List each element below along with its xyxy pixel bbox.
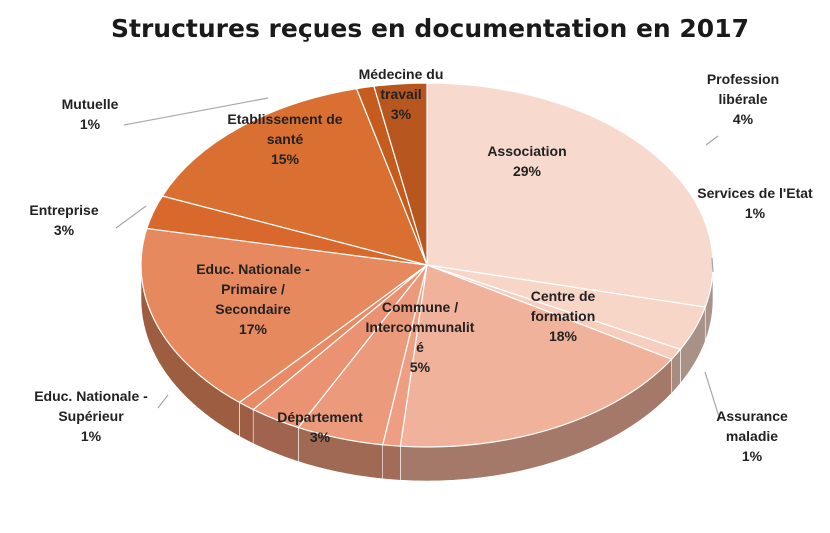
pie-top-group [140, 82, 714, 448]
slice-label-line: Association [487, 143, 566, 159]
slice-label-line: Educ. Nationale - [34, 388, 148, 404]
slice-percent: 3% [310, 429, 331, 445]
slice-label-line: Assurance [716, 408, 788, 424]
slice-percent: 1% [742, 448, 763, 464]
slice-label-0: Association 29% [487, 143, 566, 179]
slice-label-line: maladie [726, 428, 778, 444]
leader-line-4 [704, 371, 721, 421]
slice-label-1: Profession libérale 4% [707, 71, 779, 127]
slice-percent: 3% [391, 106, 412, 122]
slice-percent: 1% [80, 116, 101, 132]
chart-title: Structures reçues en documentation en 20… [111, 14, 749, 43]
slice-label-line: libérale [718, 91, 767, 107]
slice-label-line: Médecine du [359, 66, 444, 82]
slice-label-8: Educ. Nationale - Primaire / Secondaire 17% [196, 261, 310, 337]
slice-label-line: travail [380, 86, 421, 102]
pie-labels: Association 29% Profession libérale 4% Servic… [29, 66, 813, 464]
slice-label-line: Mutuelle [62, 96, 119, 112]
slice-label-7: Educ. Nationale - Supérieur 1% [34, 388, 148, 444]
pie-slice-m-decine-du-travail [373, 82, 428, 266]
slice-percent: 4% [733, 111, 754, 127]
leader-line-2 [711, 257, 714, 273]
slice-label-line: Profession [707, 71, 779, 87]
slice-label-line: Commune / [382, 299, 458, 315]
slice-percent: 5% [410, 359, 431, 375]
pie-slice-centre-de-formation [399, 264, 673, 448]
slice-label-line: Secondaire [215, 301, 291, 317]
slice-label-2: Services de l'Etat 1% [697, 185, 813, 221]
slice-percent: 1% [745, 205, 766, 221]
slice-label-line: Centre de [531, 288, 596, 304]
slice-label-6: Département 3% [277, 409, 363, 445]
leader-line-1 [705, 135, 719, 146]
pie-slice-educ-nationale-primaire-secondaire [140, 227, 429, 404]
slice-label-line: Supérieur [58, 408, 124, 424]
slice-percent: 29% [513, 163, 542, 179]
leader-line-11 [123, 97, 269, 126]
slice-percent: 17% [239, 321, 268, 337]
pie-slice-etablissement-de-sant- [161, 87, 428, 266]
slice-label-line: Educ. Nationale - [196, 261, 310, 277]
slice-label-10: Etablissement de santé 15% [227, 111, 342, 167]
pie-side-4 [382, 444, 401, 481]
slice-label-4: Assurance maladie 1% [716, 408, 788, 464]
slice-label-5: Commune / Intercommunalit é 5% [366, 299, 475, 375]
slice-percent: 1% [81, 428, 102, 444]
slice-label-line: santé [267, 131, 304, 147]
leader-line-7 [157, 394, 169, 409]
leader-line-9 [115, 205, 147, 229]
slice-percent: 18% [549, 328, 578, 344]
slice-label-line: formation [531, 308, 596, 324]
slice-percent: 15% [271, 151, 300, 167]
slice-label-line: Intercommunalit [366, 319, 475, 335]
slice-label-9: Entreprise 3% [29, 202, 98, 238]
slice-label-12: Médecine du travail 3% [359, 66, 444, 122]
slice-label-line: Etablissement de [227, 111, 342, 127]
slice-label-line: Primaire / [221, 281, 285, 297]
slice-label-line: Services de l'Etat [697, 185, 813, 201]
slice-label-line: Département [277, 409, 363, 425]
slice-label-3: Centre de formation 18% [531, 288, 596, 344]
slice-label-line: Entreprise [29, 202, 98, 218]
slice-percent: 3% [54, 222, 75, 238]
slice-label-11: Mutuelle 1% [62, 96, 119, 132]
slice-label-line: é [416, 339, 424, 355]
